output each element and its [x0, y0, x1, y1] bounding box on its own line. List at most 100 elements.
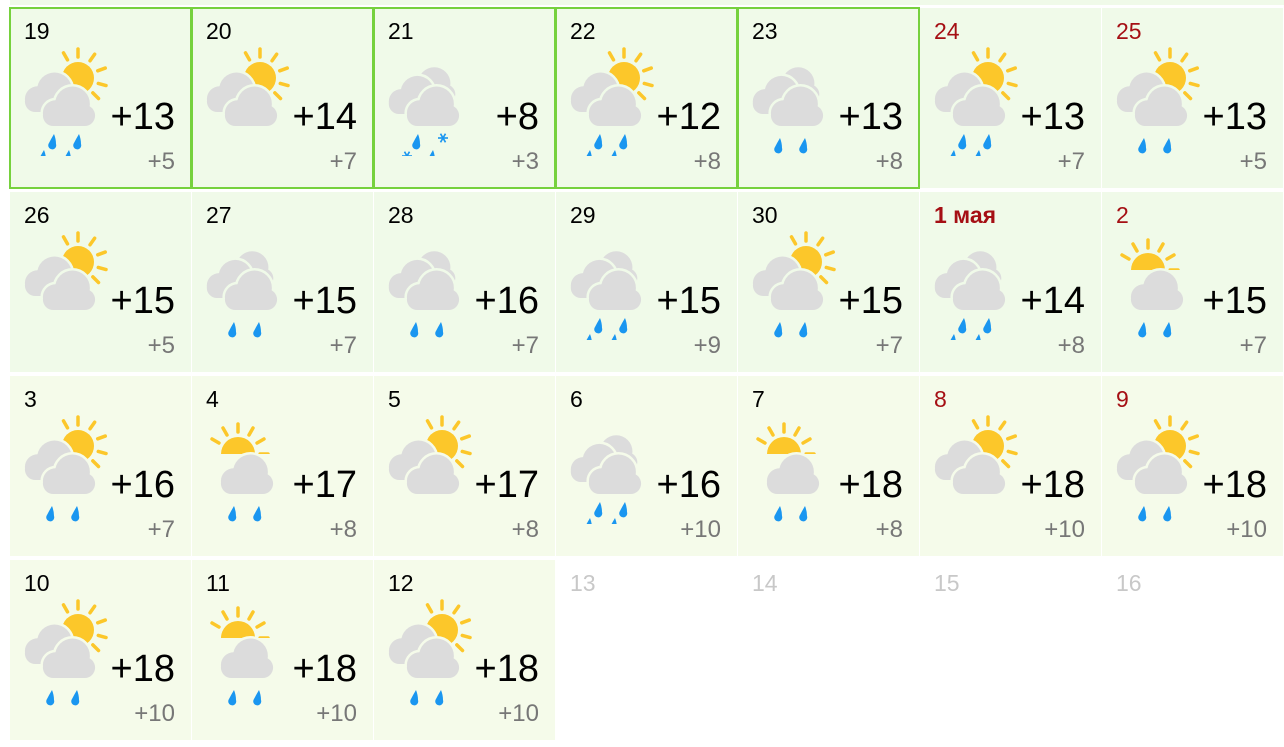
day-cell[interactable]: 5 +17 +8: [374, 376, 555, 556]
day-temperature: +13: [110, 96, 175, 138]
future-day-cell: 15: [920, 560, 1101, 740]
day-label: 7: [752, 386, 765, 412]
weather-overcast-rain-icon: [568, 248, 644, 340]
weather-sun-cloud-light-rain-icon: [22, 599, 108, 706]
night-temperature: +8: [875, 148, 903, 175]
weather-overcast-rain-snow-icon: [386, 64, 462, 156]
day-label: 9: [1116, 386, 1129, 412]
day-temperature: +18: [292, 648, 357, 690]
weather-sun-cloud-light-rain-icon: [750, 231, 836, 338]
day-temperature: +18: [474, 648, 539, 690]
day-temperature: +13: [1020, 96, 1085, 138]
weather-sun-small-cloud-light-rain-icon: [198, 606, 298, 706]
weather-sun-cloud-rain-icon: [568, 47, 654, 156]
day-cell[interactable]: 28 +16 +7: [374, 192, 555, 372]
day-cell[interactable]: 1 мая +14 +8: [920, 192, 1101, 372]
day-label: 12: [388, 570, 414, 596]
previous-row-strip: [10, 0, 1284, 5]
day-temperature: +8: [495, 96, 539, 138]
day-cell[interactable]: 8 +18 +10: [920, 376, 1101, 556]
day-cell[interactable]: 11 +18 +10: [192, 560, 373, 740]
day-label: 23: [752, 18, 778, 44]
day-cell[interactable]: 24 +13 +7: [920, 8, 1101, 188]
night-temperature: +7: [875, 332, 903, 359]
night-temperature: +10: [680, 516, 721, 543]
day-temperature: +16: [110, 464, 175, 506]
day-label: 30: [752, 202, 778, 228]
night-temperature: +8: [511, 516, 539, 543]
day-temperature: +16: [474, 280, 539, 322]
night-temperature: +5: [147, 148, 175, 175]
night-temperature: +7: [1057, 148, 1085, 175]
day-cell[interactable]: 22 +12 +8: [555, 7, 738, 189]
day-cell[interactable]: 21 +8 +3: [373, 7, 556, 189]
day-cell[interactable]: 20 +14 +7: [191, 7, 374, 189]
day-cell[interactable]: 3 +16 +7: [10, 376, 191, 556]
night-temperature: +7: [329, 148, 357, 175]
night-temperature: +7: [147, 516, 175, 543]
day-label: 25: [1116, 18, 1142, 44]
night-temperature: +10: [134, 700, 175, 727]
day-label: 1 мая: [934, 202, 997, 228]
day-cell[interactable]: 30 +15 +7: [738, 192, 919, 372]
weather-overcast-light-rain-icon: [386, 248, 462, 338]
day-temperature: +14: [292, 96, 357, 138]
night-temperature: +7: [511, 332, 539, 359]
night-temperature: +5: [1239, 148, 1267, 175]
day-label: 5: [388, 386, 401, 412]
day-cell[interactable]: 27 +15 +7: [192, 192, 373, 372]
night-temperature: +7: [1239, 332, 1267, 359]
day-temperature: +18: [110, 648, 175, 690]
weather-sun-small-cloud-light-rain-icon: [198, 422, 298, 522]
night-temperature: +10: [1226, 516, 1267, 543]
day-cell[interactable]: 23 +13 +8: [737, 7, 920, 189]
day-cell[interactable]: 26 +15 +5: [10, 192, 191, 372]
day-label: 29: [570, 202, 596, 228]
night-temperature: +10: [1044, 516, 1085, 543]
day-label: 15: [934, 570, 960, 596]
night-temperature: +8: [875, 516, 903, 543]
day-cell[interactable]: 10 +18 +10: [10, 560, 191, 740]
future-day-cell: 14: [738, 560, 919, 740]
day-cell[interactable]: 25 +13 +5: [1102, 8, 1283, 188]
weather-sun-cloud-light-rain-icon: [386, 599, 472, 706]
day-cell[interactable]: 4 +17 +8: [192, 376, 373, 556]
day-temperature: +16: [656, 464, 721, 506]
day-cell[interactable]: 29 +15 +9: [556, 192, 737, 372]
day-label: 27: [206, 202, 232, 228]
day-label: 4: [206, 386, 219, 412]
weather-sun-cloud-rain-icon: [932, 47, 1018, 156]
day-temperature: +15: [110, 280, 175, 322]
day-cell[interactable]: 6 +16 +10: [556, 376, 737, 556]
day-temperature: +12: [656, 96, 721, 138]
day-cell[interactable]: 19 +13 +5: [9, 7, 192, 189]
day-temperature: +18: [838, 464, 903, 506]
weather-sun-small-cloud-light-rain-icon: [1108, 238, 1208, 338]
day-label: 24: [934, 18, 960, 44]
day-cell[interactable]: 7 +18 +8: [738, 376, 919, 556]
day-label: 28: [388, 202, 414, 228]
day-label: 21: [388, 18, 414, 44]
day-label: 2: [1116, 202, 1129, 228]
weather-calendar-grid: 19 +13 +5 20 +14 +7 21: [9, 7, 1283, 740]
weather-overcast-rain-icon: [932, 248, 1008, 340]
night-temperature: +9: [693, 332, 721, 359]
day-label: 3: [24, 386, 37, 412]
day-cell[interactable]: 12 +18 +10: [374, 560, 555, 740]
weather-sun-cloud-none-icon: [386, 415, 472, 497]
day-cell[interactable]: 2 +15 +7: [1102, 192, 1283, 372]
day-label: 11: [206, 570, 230, 596]
day-temperature: +14: [1020, 280, 1085, 322]
day-label: 13: [570, 570, 596, 596]
day-temperature: +15: [1202, 280, 1267, 322]
night-temperature: +10: [498, 700, 539, 727]
weather-sun-small-cloud-light-rain-icon: [744, 422, 844, 522]
night-temperature: +10: [316, 700, 357, 727]
day-temperature: +13: [1202, 96, 1267, 138]
weather-sun-cloud-light-rain-icon: [1114, 415, 1200, 522]
weather-sun-cloud-light-rain-icon: [22, 415, 108, 522]
night-temperature: +3: [511, 148, 539, 175]
weather-sun-cloud-none-icon: [932, 415, 1018, 497]
day-cell[interactable]: 9 +18 +10: [1102, 376, 1283, 556]
weather-sun-cloud-none-icon: [204, 47, 290, 129]
